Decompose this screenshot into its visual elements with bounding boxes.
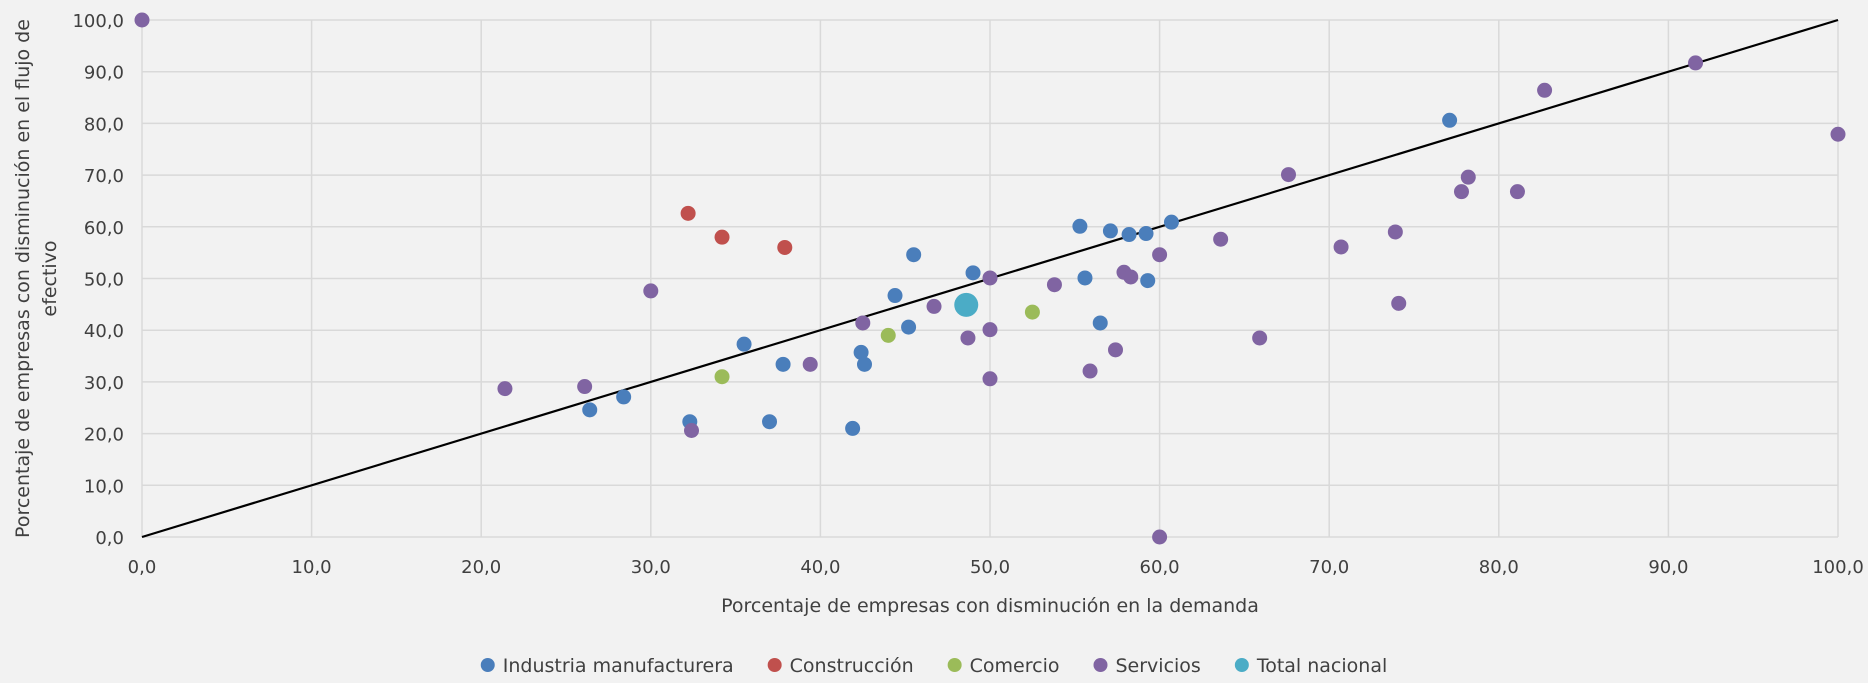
data-point-industria-manufacturera — [1102, 223, 1118, 239]
data-point-industria-manufacturera — [582, 402, 598, 418]
legend-label: Total nacional — [1256, 655, 1387, 677]
data-point-servicios — [1152, 247, 1168, 263]
data-point-industria-manufacturera — [856, 356, 872, 372]
data-point-servicios — [643, 283, 659, 299]
y-tick-label: 0,0 — [95, 528, 124, 549]
x-tick-label: 100,0 — [1812, 557, 1864, 578]
data-point-servicios — [926, 298, 942, 314]
data-point-servicios — [1280, 167, 1296, 183]
data-point-servicios — [1391, 295, 1407, 311]
data-point-servicios — [1453, 184, 1469, 200]
data-point-construcción — [680, 205, 696, 221]
legend-marker — [480, 658, 495, 672]
data-point-servicios — [1046, 277, 1062, 293]
data-point-servicios — [1688, 55, 1704, 71]
data-point-servicios — [1123, 269, 1139, 285]
data-point-construcción — [714, 229, 730, 245]
data-point-industria-manufacturera — [762, 414, 778, 430]
x-tick-label: 80,0 — [1479, 557, 1519, 578]
legend-label: Comercio — [970, 655, 1060, 677]
x-tick-label: 10,0 — [292, 557, 332, 578]
x-tick-label: 60,0 — [1140, 557, 1180, 578]
x-axis-title: Porcentaje de empresas con disminución e… — [721, 595, 1259, 617]
data-point-industria-manufacturera — [965, 265, 981, 281]
data-point-construcción — [777, 239, 793, 255]
data-point-industria-manufacturera — [1442, 112, 1458, 128]
y-tick-label: 20,0 — [84, 425, 124, 446]
data-point-servicios — [1509, 184, 1525, 200]
data-point-industria-manufacturera — [845, 420, 861, 436]
data-point-servicios — [1460, 169, 1476, 185]
x-tick-label: 0,0 — [128, 557, 157, 578]
legend-label: Construcción — [790, 655, 914, 677]
data-point-industria-manufacturera — [906, 247, 922, 263]
data-point-servicios — [1537, 82, 1553, 98]
data-point-industria-manufacturera — [616, 389, 632, 405]
data-point-servicios — [1333, 239, 1349, 255]
legend-marker — [1234, 658, 1249, 672]
legend-marker — [947, 658, 962, 672]
x-tick-label: 50,0 — [970, 557, 1010, 578]
data-point-total-nacional — [954, 292, 979, 317]
y-tick-label: 100,0 — [72, 11, 124, 32]
data-point-servicios — [1152, 529, 1168, 545]
data-point-servicios — [855, 315, 871, 331]
data-point-comercio — [714, 369, 730, 385]
data-point-servicios — [684, 422, 700, 438]
y-tick-label: 40,0 — [84, 321, 124, 342]
data-point-servicios — [1252, 330, 1268, 346]
y-axis-title-line-1: Porcentaje de empresas con disminución e… — [12, 19, 34, 538]
x-tick-label: 40,0 — [800, 557, 840, 578]
data-point-servicios — [134, 12, 150, 28]
tick-labels: 0,0 10,0 20,0 30,0 40,0 50,0 60,0 70,0 80,0 90,0 1… — [72, 11, 1863, 578]
y-axis-title-line-2: efectivo — [39, 240, 61, 316]
data-point-industria-manufacturera — [1138, 226, 1154, 242]
data-points — [134, 12, 1846, 545]
y-tick-label: 90,0 — [84, 63, 124, 84]
legend-label: Servicios — [1115, 655, 1200, 677]
data-point-industria-manufacturera — [1092, 315, 1108, 331]
data-point-industria-manufacturera — [853, 344, 869, 360]
data-point-industria-manufacturera — [736, 336, 752, 352]
y-tick-label: 70,0 — [84, 166, 124, 187]
data-point-industria-manufacturera — [1077, 270, 1093, 286]
data-point-industria-manufacturera — [887, 288, 903, 304]
data-point-servicios — [960, 330, 976, 346]
y-tick-label: 30,0 — [84, 373, 124, 394]
data-point-industria-manufacturera — [901, 319, 917, 335]
data-point-servicios — [497, 381, 513, 397]
y-tick-label: 60,0 — [84, 218, 124, 239]
data-point-industria-manufacturera — [775, 356, 791, 372]
data-point-comercio — [880, 327, 896, 343]
legend-marker — [1093, 658, 1108, 672]
data-point-industria-manufacturera — [1140, 273, 1156, 289]
data-point-industria-manufacturera — [1163, 214, 1179, 230]
data-point-servicios — [1830, 126, 1846, 142]
y-tick-label: 10,0 — [84, 476, 124, 497]
legend-label: Industria manufacturera — [503, 655, 734, 677]
x-tick-label: 20,0 — [461, 557, 501, 578]
data-point-servicios — [982, 371, 998, 387]
data-point-servicios — [1108, 342, 1124, 358]
data-point-servicios — [982, 322, 998, 338]
data-point-comercio — [1024, 304, 1040, 320]
data-point-servicios — [1387, 224, 1403, 240]
y-tick-label: 80,0 — [84, 114, 124, 135]
data-point-servicios — [1082, 363, 1098, 379]
x-tick-label: 90,0 — [1648, 557, 1688, 578]
data-point-servicios — [982, 270, 998, 286]
data-point-servicios — [577, 379, 593, 395]
data-point-servicios — [802, 356, 818, 372]
legend: Industria manufacturera Construcción Comer… — [480, 655, 1387, 677]
x-tick-label: 70,0 — [1309, 557, 1349, 578]
x-tick-label: 30,0 — [631, 557, 671, 578]
y-tick-label: 50,0 — [84, 270, 124, 291]
legend-marker — [767, 658, 782, 672]
data-point-industria-manufacturera — [1072, 218, 1088, 234]
data-point-industria-manufacturera — [1121, 227, 1137, 243]
data-point-servicios — [1213, 231, 1229, 247]
